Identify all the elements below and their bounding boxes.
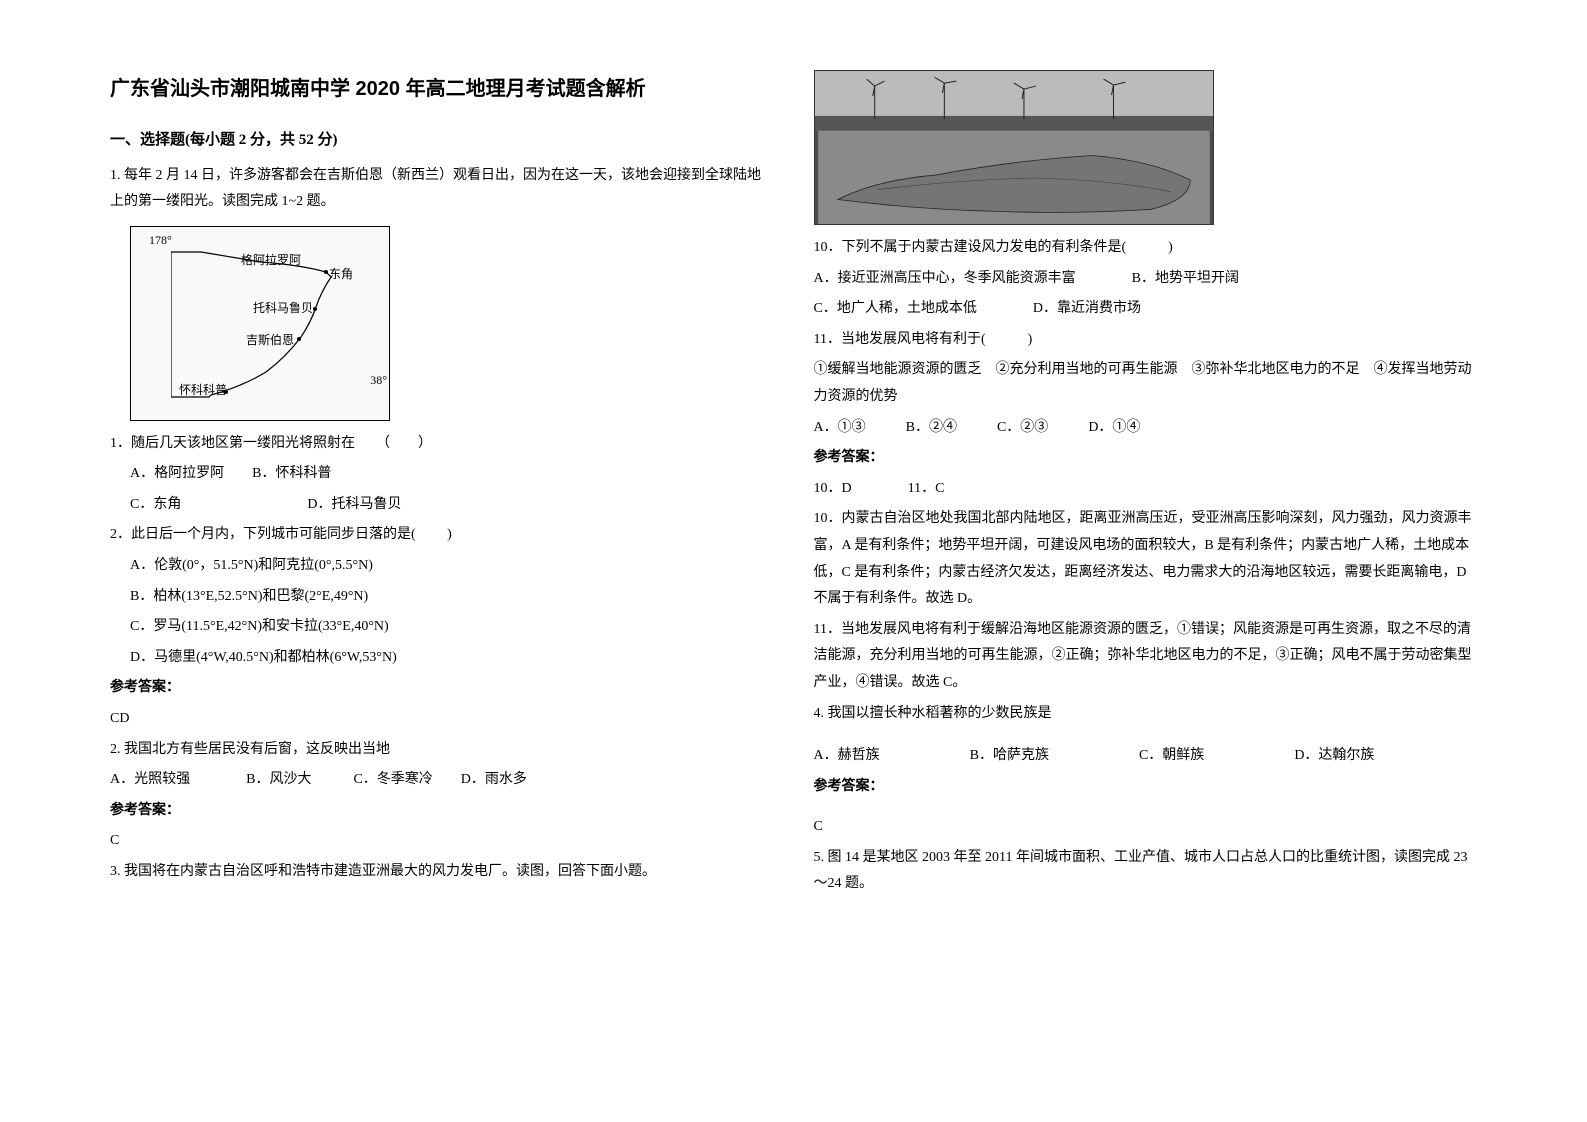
q11-opt-c: C．②③ [997,415,1048,442]
q11-opts: A．①③ B．②④ C．②③ D．①④ [814,415,1478,442]
q4-text: 4. 我国以擅长种水稻著称的少数民族是 [814,701,1478,728]
q1-answer-head: 参考答案： [110,675,774,702]
q10-b: C．地广人稀，土地成本低 D．靠近消费市场 [814,296,1478,323]
q1-sub1-a: A．格阿拉罗阿 B．怀科科普 [110,461,774,488]
q1-sub2-c: C．罗马(11.5°E,42°N)和安卡拉(33°E,40°N) [110,614,774,641]
page-title: 广东省汕头市潮阳城南中学 2020 年高二地理月考试题含解析 [110,70,774,108]
spacer [814,731,1478,743]
map-label-1b: 东角 [329,263,353,286]
q4-opt-c: C．朝鲜族 [1139,743,1204,770]
q1-intro: 1. 每年 2 月 14 日，许多游客都会在吉斯伯恩（新西兰）观看日出，因为在这… [110,163,774,216]
q3-answer-head: 参考答案： [814,445,1478,472]
q11-opt-d: D．①④ [1088,415,1140,442]
q1-sub1: 1．随后几天该地区第一缕阳光将照射在 （ ） [110,431,774,458]
q1-sub2: 2．此日后一个月内，下列城市可能同步日落的是( ) [110,522,774,549]
q1-sub1-b: C．东角 D．托科马鲁贝 [110,492,774,519]
spacer [814,804,1478,814]
left-column: 广东省汕头市潮阳城南中学 2020 年高二地理月考试题含解析 一、选择题(每小题… [90,70,794,1082]
q4-answer: C [814,814,1478,841]
q11-opt-a: A．①③ [814,415,866,442]
map-label-1: 格阿拉罗阿 [241,249,301,272]
q4-opt-a: A．赫哲族 [814,743,880,770]
q11-opt-b: B．②④ [906,415,957,442]
q4-opt-d: D．达翰尔族 [1294,743,1374,770]
map-label-4: 怀科科普 [179,379,227,402]
q4-answer-head: 参考答案： [814,774,1478,801]
map-latitude: 38° [370,369,387,392]
china-map-icon [815,131,1213,224]
section-heading: 一、选择题(每小题 2 分，共 52 分) [110,126,774,155]
q5-text: 5. 图 14 是某地区 2003 年至 2011 年间城市面积、工业产值、城市… [814,845,1478,898]
map-label-3: 吉斯伯恩 [246,329,294,352]
q2-text: 2. 我国北方有些居民没有后窗，这反映出当地 [110,737,774,764]
q11-text: 11．当地发展风电将有利于( ) [814,327,1478,354]
q10-text: 10．下列不属于内蒙古建设风力发电的有利条件是( ) [814,235,1478,262]
q1-sub2-d: D．马德里(4°W,40.5°N)和都柏林(6°W,53°N) [110,645,774,672]
q2-answer: C [110,828,774,855]
q3-text: 3. 我国将在内蒙古自治区呼和浩特市建造亚洲最大的风力发电厂。读图，回答下面小题… [110,859,774,886]
q1-sub2-b: B．柏林(13°E,52.5°N)和巴黎(2°E,49°N) [110,584,774,611]
map-label-2: 托科马鲁贝 [253,297,313,320]
q1-answer: CD [110,706,774,733]
q4-opt-b: B．哈萨克族 [970,743,1049,770]
map-longitude: 178° [149,229,172,252]
q2-opts: A．光照较强 B．风沙大 C．冬季寒冷 D．雨水多 [110,767,774,794]
right-column: 10．下列不属于内蒙古建设风力发电的有利条件是( ) A．接近亚洲高压中心，冬季… [794,70,1498,1082]
wind-map-figure [814,70,1214,225]
q10-explanation: 10．内蒙古自治区地处我国北部内陆地区，距离亚洲高压近，受亚洲高压影响深刻，风力… [814,506,1478,612]
q11-desc: ①缓解当地能源资源的匮乏 ②充分利用当地的可再生能源 ③弥补华北地区电力的不足 … [814,357,1478,410]
q2-answer-head: 参考答案： [110,798,774,825]
nz-map-figure: 178° 38° 格阿拉罗阿 东角 托科马鲁贝 吉斯伯恩 怀科科普 [130,226,390,421]
q11-explanation: 11．当地发展风电将有利于缓解沿海地区能源资源的匮乏，①错误；风能资源是可再生资… [814,617,1478,697]
q1-sub2-a: A．伦敦(0°，51.5°N)和阿克拉(0°,5.5°N) [110,553,774,580]
q10-a: A．接近亚洲高压中心，冬季风能资源丰富 B．地势平坦开阔 [814,266,1478,293]
q3-answer-line: 10．D 11．C [814,476,1478,503]
q4-opts: A．赫哲族 B．哈萨克族 C．朝鲜族 D．达翰尔族 [814,743,1478,770]
windfarm-photo-icon [815,71,1213,131]
